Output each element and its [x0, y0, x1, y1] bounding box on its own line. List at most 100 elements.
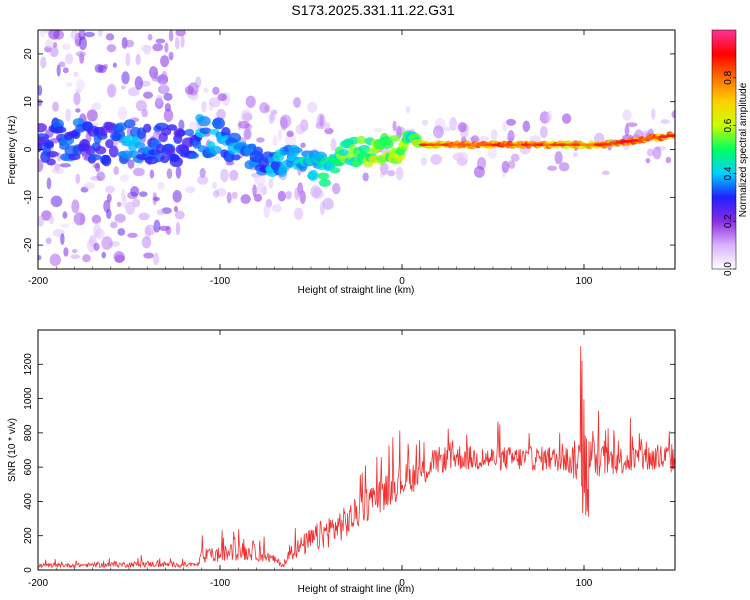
ridge-blob	[94, 146, 107, 155]
spectral-blob	[130, 186, 140, 197]
ridge-blob	[317, 172, 330, 180]
spectral-blob	[86, 109, 98, 122]
spectral-blob	[155, 38, 166, 44]
spectral-blob	[264, 104, 271, 113]
spectral-blob	[522, 120, 530, 133]
spectral-blob	[252, 184, 257, 197]
spectrogram-x-axis: -200 -100 0 100	[28, 30, 676, 287]
ridge-blob	[38, 122, 47, 133]
spectral-blob	[104, 185, 115, 194]
spectral-blob	[168, 52, 174, 57]
ridge-blob	[389, 135, 401, 142]
spectral-blob	[268, 178, 274, 189]
spectral-blob	[601, 170, 610, 176]
spectral-blob	[101, 251, 107, 259]
spectral-blob	[70, 254, 80, 259]
spectral-blob	[112, 62, 117, 68]
spectral-blob	[125, 201, 136, 215]
spectral-blob	[646, 148, 654, 157]
spectral-blob	[117, 106, 128, 120]
spectral-blob	[83, 19, 88, 26]
spectral-blob	[71, 199, 80, 214]
spectral-blob	[49, 215, 55, 225]
spectral-blob	[73, 92, 81, 106]
spectral-blob	[184, 85, 195, 95]
spectral-blob	[277, 128, 283, 142]
ridge-core	[513, 143, 524, 147]
spectral-blob	[156, 209, 165, 216]
ridge-core	[418, 143, 429, 147]
spectral-blob	[172, 190, 182, 203]
spectral-blob	[70, 30, 79, 40]
spectral-blob	[163, 108, 174, 123]
spectral-blob	[135, 53, 141, 66]
spectral-blob	[138, 212, 150, 221]
colorbar-label: Normalized spectral amplitude	[738, 82, 749, 217]
spectral-blob	[175, 221, 181, 236]
snr-y-label: SNR (10 * v/v)	[7, 418, 18, 482]
spectral-blob	[270, 112, 276, 122]
colorbar-ticks: 0.0 0.2 0.4 0.6 0.8	[723, 70, 736, 276]
spectral-blob	[284, 133, 297, 147]
spectral-blob	[501, 160, 510, 173]
spectral-blob	[245, 95, 256, 108]
spectral-blob	[539, 125, 548, 139]
ridge-core	[542, 143, 553, 147]
spectral-blob	[152, 252, 160, 266]
ridge-core	[433, 143, 444, 147]
spectral-blob	[277, 190, 286, 202]
spectral-blob	[91, 102, 102, 111]
ridge-blob	[356, 135, 367, 145]
spectral-blob	[507, 129, 515, 143]
x-tick-label: 100	[576, 578, 593, 589]
spectral-blob	[127, 159, 135, 169]
spectral-blob	[188, 121, 201, 132]
spectral-blob	[73, 212, 86, 226]
spectral-blob	[91, 214, 102, 224]
spectral-blob	[256, 183, 266, 196]
spectral-blob	[93, 242, 100, 251]
spectral-blob	[314, 186, 320, 198]
spectral-blob	[153, 196, 160, 202]
ridge-blob	[46, 158, 56, 166]
spectral-blob	[217, 93, 227, 102]
spectral-blob	[103, 199, 111, 213]
spectral-blob	[652, 146, 662, 160]
spectral-blob	[41, 210, 52, 221]
ridge-blob	[184, 128, 195, 137]
ridge-core	[426, 143, 437, 147]
spectral-blob	[65, 82, 73, 87]
spectral-blob	[225, 161, 235, 166]
spectral-blob	[114, 254, 125, 263]
spectral-blob	[272, 135, 278, 147]
spectral-blob	[56, 64, 61, 77]
spectral-blob	[285, 190, 292, 200]
spectral-blob	[123, 39, 135, 48]
spectral-blob	[307, 101, 318, 113]
spectral-blob	[50, 195, 63, 208]
y-tick-label: 0	[23, 567, 34, 573]
ridge-core	[477, 143, 488, 147]
ridge-core	[557, 143, 568, 147]
ridge-core	[440, 143, 451, 147]
spectral-blob	[62, 43, 71, 51]
ridge-core	[520, 143, 531, 147]
spectral-blob	[153, 219, 161, 233]
spectral-blob	[213, 155, 221, 161]
spectral-blob	[319, 201, 325, 216]
spectral-blob	[151, 76, 164, 82]
spectral-blob	[622, 109, 632, 122]
ridge-core	[462, 143, 473, 147]
spectral-blob	[73, 71, 79, 78]
spectral-blob	[487, 145, 498, 160]
ridge-blob	[329, 167, 341, 174]
spectral-blob	[130, 22, 142, 28]
ridge-blob	[188, 152, 200, 159]
ridge-blob	[252, 146, 264, 157]
spectral-blob	[178, 119, 185, 131]
ridge-blob	[288, 147, 303, 154]
spectral-blob	[78, 36, 88, 51]
spectral-blob	[238, 120, 250, 129]
ridge-core	[498, 143, 509, 147]
spectral-blob	[82, 254, 91, 263]
